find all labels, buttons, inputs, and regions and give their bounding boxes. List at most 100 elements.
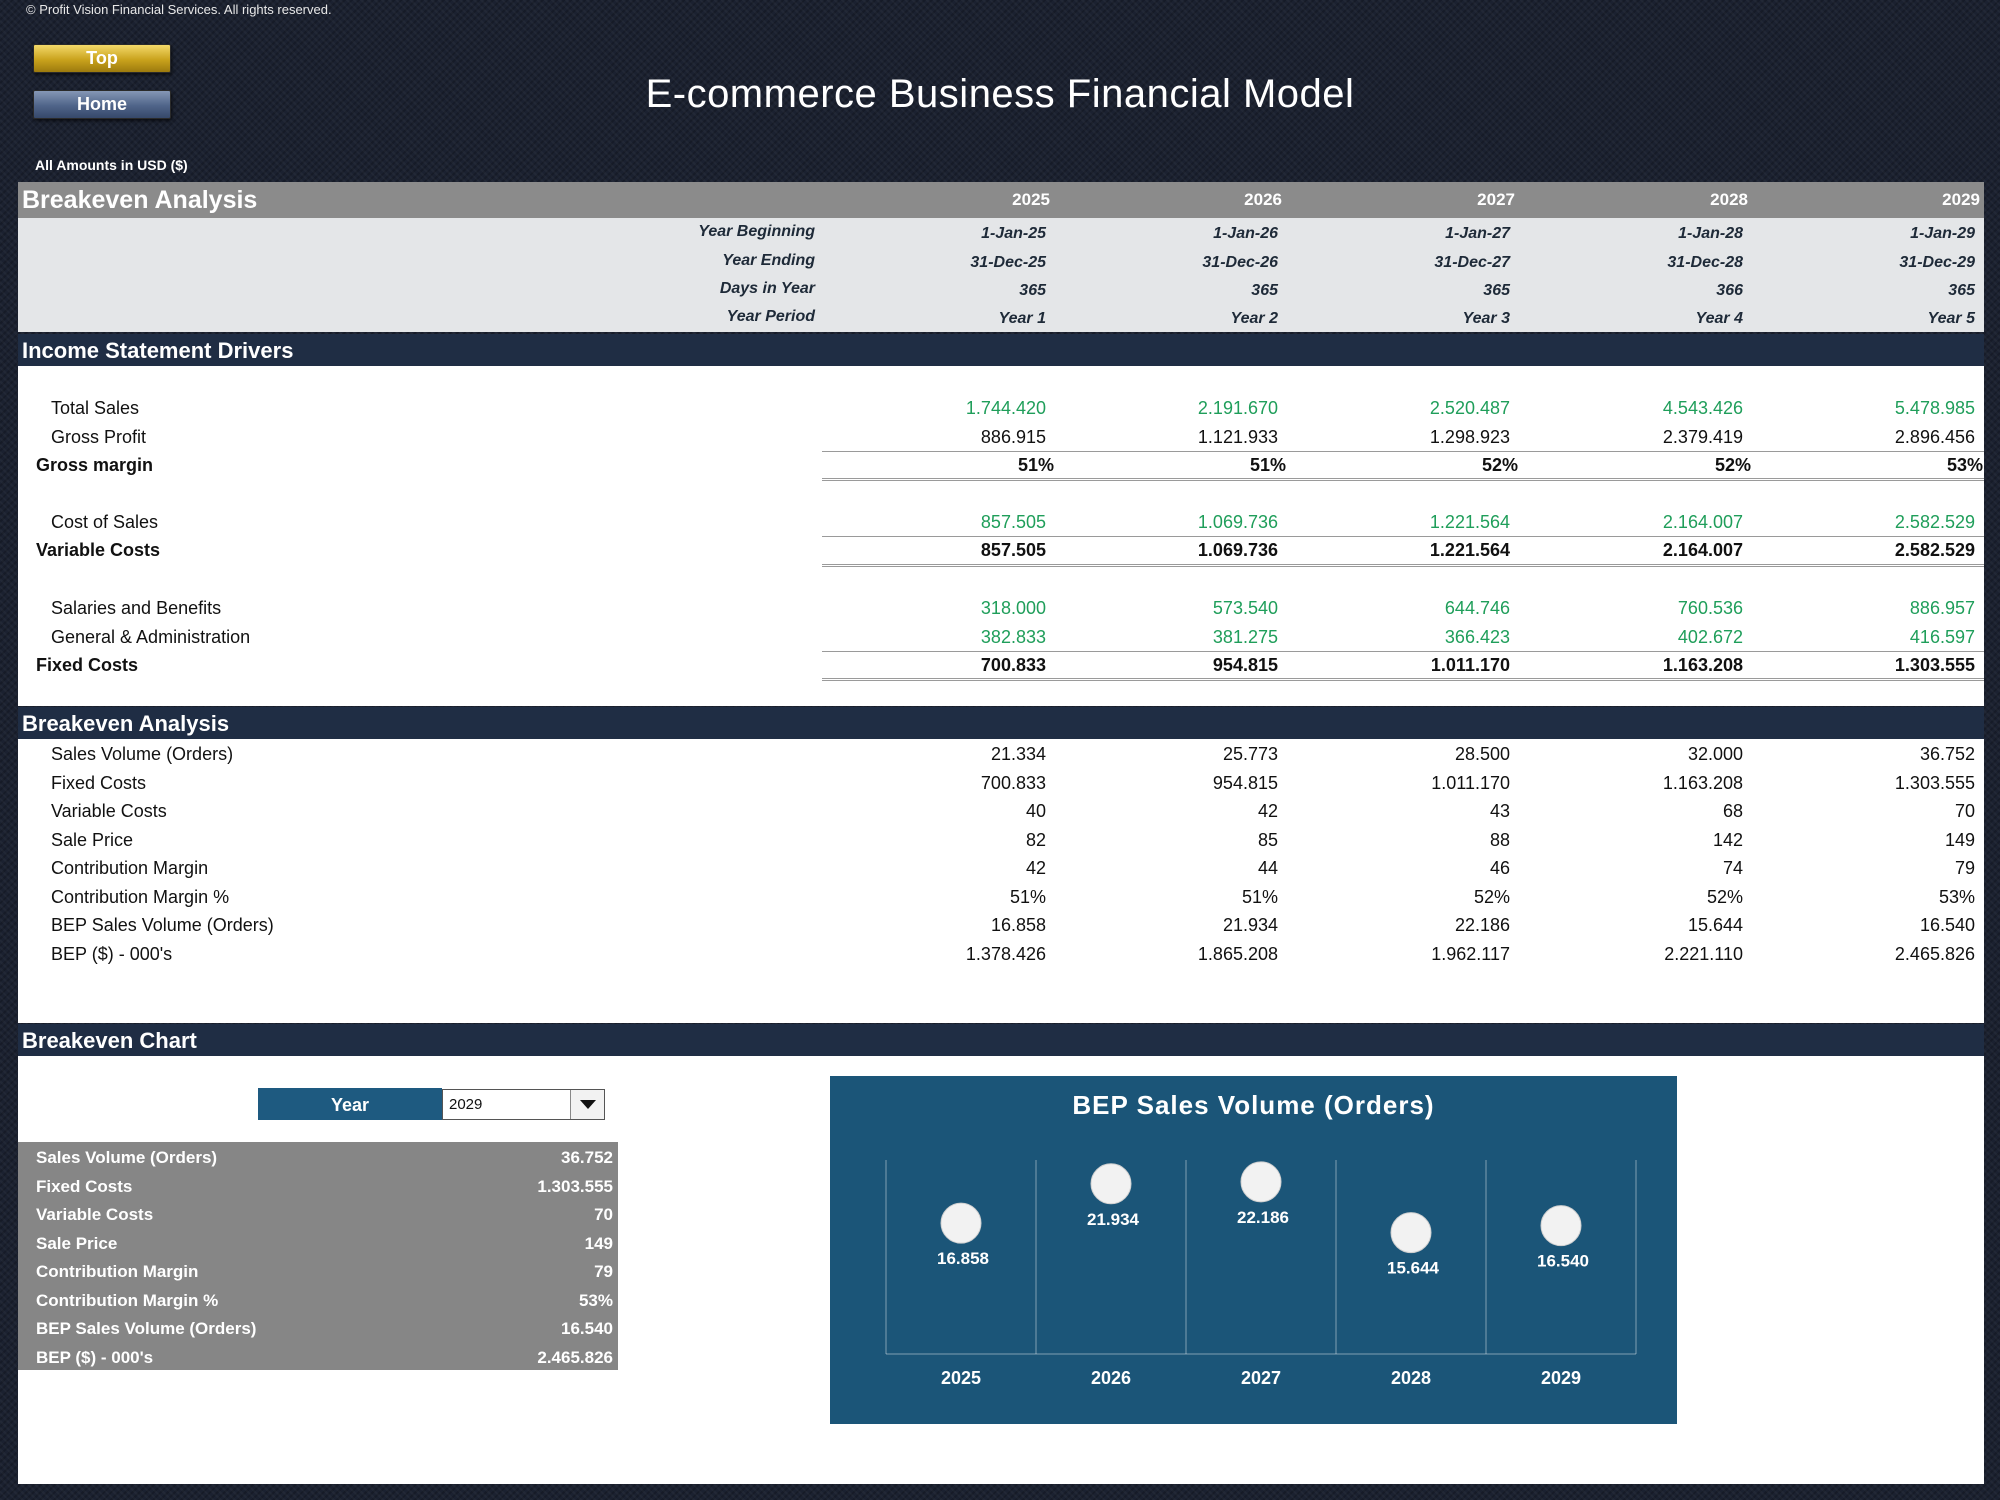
table-cell: 1.378.426 xyxy=(965,943,1046,964)
table-cell: 53% xyxy=(1938,886,1975,907)
info-row-value: 31-Dec-28 xyxy=(1667,254,1743,271)
table-cell: 1.069.736 xyxy=(1197,540,1278,560)
year-dropdown[interactable]: 2029 xyxy=(442,1089,605,1120)
table-cell: 1.069.736 xyxy=(1197,512,1278,532)
summary-label: Sales Volume (Orders) xyxy=(36,1148,218,1167)
section-title-breakeven: Breakeven Analysis xyxy=(22,711,230,736)
table-cell: 573.540 xyxy=(1212,598,1278,618)
table-cell: 760.536 xyxy=(1677,598,1743,618)
breakeven-row-label: Contribution Margin % xyxy=(51,886,230,907)
table-cell: 1.298.923 xyxy=(1429,427,1510,447)
summary-label: BEP ($) - 000's xyxy=(36,1347,154,1367)
section-title-chart: Breakeven Chart xyxy=(22,1028,197,1053)
table-cell: 40 xyxy=(1025,801,1046,821)
table-cell: 886.915 xyxy=(980,427,1046,447)
chart-tick-label: 2029 xyxy=(1541,1368,1581,1388)
table-cell: 1.121.933 xyxy=(1197,427,1278,447)
table-cell: 644.746 xyxy=(1444,598,1510,618)
breakeven-row-label: Fixed Costs xyxy=(51,772,147,793)
currency-note: All Amounts in USD ($) xyxy=(35,157,188,173)
chart-tick-label: 2026 xyxy=(1091,1368,1131,1388)
breakeven-row-label: Sale Price xyxy=(51,829,134,850)
summary-label: Sale Price xyxy=(36,1233,118,1253)
divider xyxy=(822,536,1984,537)
table-cell: 52% xyxy=(1714,455,1751,475)
table-cell: 53% xyxy=(1946,455,1983,475)
summary-value: 1.303.555 xyxy=(537,1176,613,1196)
summary-label: Variable Costs xyxy=(36,1205,154,1224)
chart-data-label: 16.858 xyxy=(937,1249,989,1268)
table-cell: 5.478.985 xyxy=(1894,398,1975,418)
info-row-value: Year 1 xyxy=(998,310,1046,327)
table-cell: 1.163.208 xyxy=(1662,772,1743,793)
page-title: E-commerce Business Financial Model xyxy=(645,72,1355,116)
section-bar xyxy=(18,707,1984,739)
table-cell: 15.644 xyxy=(1687,915,1743,935)
table-cell: 2.164.007 xyxy=(1662,512,1743,532)
table-cell: 1.221.564 xyxy=(1429,512,1510,532)
table-cell: 22.186 xyxy=(1454,915,1510,935)
chart-point xyxy=(1090,1163,1132,1205)
table-cell: 1.011.170 xyxy=(1431,772,1510,793)
breakeven-row-label: Contribution Margin xyxy=(51,858,209,878)
table-cell: 416.597 xyxy=(1909,627,1975,647)
table-cell: 2.191.670 xyxy=(1197,398,1278,418)
table-cell: 1.163.208 xyxy=(1662,655,1743,675)
divider xyxy=(822,651,1984,652)
table-cell: 2.582.529 xyxy=(1894,512,1975,532)
chart-point xyxy=(1540,1205,1582,1247)
table-cell: 1.221.564 xyxy=(1429,540,1510,560)
chart-data-label: 22.186 xyxy=(1237,1208,1289,1227)
table-cell: 382.833 xyxy=(980,627,1046,647)
table-cell: 36.752 xyxy=(1919,744,1975,764)
info-row-value: 365 xyxy=(1948,282,1975,299)
summary-label: Contribution Margin % xyxy=(36,1290,219,1310)
chart-tick-label: 2025 xyxy=(941,1368,981,1388)
table-cell: 70 xyxy=(1954,801,1975,821)
table-cell: 32.000 xyxy=(1687,744,1743,764)
year-header: 2027 xyxy=(1477,190,1515,209)
home-button[interactable]: Home xyxy=(33,90,171,119)
info-row-value: Year 3 xyxy=(1462,310,1510,327)
table-cell: 51% xyxy=(1017,455,1054,475)
sheet-title: Breakeven Analysis xyxy=(22,186,258,214)
table-cell: 16.540 xyxy=(1919,915,1975,935)
divider xyxy=(822,451,1984,452)
row-label-gross-profit: Gross Profit xyxy=(51,427,147,447)
summary-label: Contribution Margin xyxy=(36,1262,199,1281)
chart-plot: 16.858 2025 21.934 2026 22.186 2027 15.644 2028… xyxy=(885,1160,1637,1388)
table-cell: 857.505 xyxy=(980,540,1046,560)
row-label-gross-margin: Gross margin xyxy=(36,455,154,475)
table-cell: 74 xyxy=(1722,858,1743,878)
table-cell: 402.672 xyxy=(1677,627,1743,647)
table-cell: 142 xyxy=(1712,829,1743,850)
chart-data-label: 16.540 xyxy=(1537,1252,1589,1271)
table-cell: 1.962.117 xyxy=(1431,943,1510,964)
table-cell: 28.500 xyxy=(1454,744,1510,764)
chart-tick-label: 2028 xyxy=(1391,1368,1431,1388)
year-selector-label: Year xyxy=(258,1088,442,1120)
table-cell: 1.303.555 xyxy=(1894,772,1975,793)
info-row-label: Year Ending xyxy=(722,252,815,269)
row-label-variable-costs: Variable Costs xyxy=(36,540,161,560)
chart-data-label: 21.934 xyxy=(1087,1210,1140,1229)
info-row-value: 365 xyxy=(1483,282,1510,299)
period-info-band xyxy=(18,218,1984,332)
top-button[interactable]: Top xyxy=(33,44,171,73)
info-row-value: 31-Dec-29 xyxy=(1899,254,1975,271)
year-header: 2028 xyxy=(1710,190,1748,209)
breakeven-row-label: Variable Costs xyxy=(51,801,167,821)
table-cell: 46 xyxy=(1489,858,1510,878)
table-cell: 2.465.826 xyxy=(1894,943,1975,964)
chevron-down-icon[interactable] xyxy=(570,1090,604,1119)
table-cell: 52% xyxy=(1473,886,1510,907)
year-header: 2029 xyxy=(1942,190,1980,209)
table-cell: 52% xyxy=(1706,886,1743,907)
table-cell: 2.582.529 xyxy=(1894,540,1975,560)
table-cell: 21.334 xyxy=(990,744,1046,764)
table-cell: 4.543.426 xyxy=(1662,398,1743,418)
table-cell: 1.303.555 xyxy=(1894,655,1975,675)
table-cell: 79 xyxy=(1954,858,1975,878)
table-cell: 1.011.170 xyxy=(1430,655,1510,675)
table-cell: 318.000 xyxy=(980,598,1046,618)
